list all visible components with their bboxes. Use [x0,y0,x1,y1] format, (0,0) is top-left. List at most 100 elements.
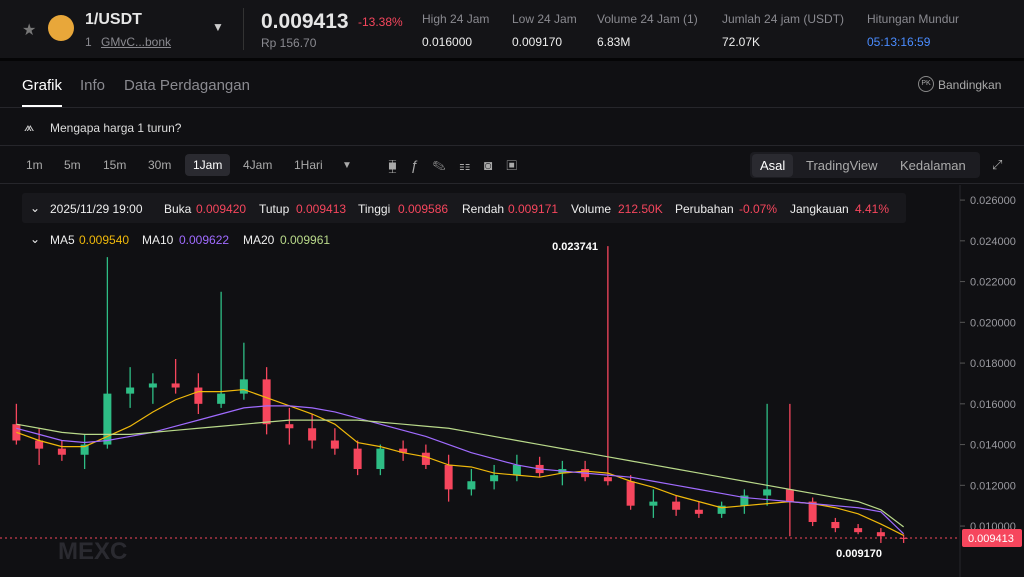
stat-value: 0.009170 [512,35,563,49]
candle-body [785,489,794,502]
fullscreen[interactable]: ⤢ [992,157,1003,172]
why-link[interactable]: Mengapa harga 1 turun? [50,121,182,135]
stat-value: 0.016000 [422,35,473,49]
candle-body [285,424,294,429]
last-price-tag [962,529,1022,548]
ohlc-label: Perubahan [675,202,734,216]
divider [243,8,244,50]
tab-underline [22,105,62,107]
candle-body [899,537,908,539]
candle-body [490,475,499,482]
candle-body [148,383,157,388]
candle-body [672,501,681,510]
ma-value: 0.009961 [280,233,331,247]
candle-body [239,379,248,394]
divider [0,107,1024,108]
ohlc-bg [22,193,906,223]
interval[interactable]: 1m [26,158,43,172]
view-option[interactable]: Kedalaman [900,158,966,173]
stat-label: Volume 24 Jam (1) [597,12,698,26]
tab[interactable]: Grafik [22,77,63,94]
candle-body [217,393,226,404]
interval[interactable]: 1Jam [185,154,231,176]
interval-arrow[interactable]: ▼ [342,160,352,171]
change: -13.38% [358,15,403,29]
ohlc-label: Tinggi [358,202,391,216]
header-bar: ★ 1/USDT 1 GMvC...bonk ▼ 0.009413 -13.38… [0,0,1024,61]
candle-body [740,495,749,506]
ma-name: MA20 [243,233,275,247]
view-option[interactable]: TradingView [806,158,878,173]
ma-line [16,405,905,535]
compare[interactable]: Bandingkan [938,78,1002,92]
interval[interactable]: 15m [103,158,127,172]
candle-body [376,448,385,470]
why-icon: ⩕ [24,119,35,134]
candle-body [262,379,271,425]
ohlc-caret: ⌄ [30,201,41,215]
candle-body [626,481,635,506]
star-icon[interactable]: ★ [22,22,37,39]
candle-body [171,383,180,388]
ohlc-value: 212.50K [618,202,663,216]
interval[interactable]: 4Jam [243,158,273,172]
view-option[interactable]: Asal [752,154,794,177]
ma-line [16,419,904,528]
y-tick-label: 0.026000 [970,195,1016,207]
tab[interactable]: Data Perdagangan [124,77,250,94]
interval[interactable]: 5m [64,158,81,172]
y-tick-label: 0.022000 [970,277,1016,289]
y-tick-label: 0.020000 [970,317,1016,329]
candle-body [126,387,135,394]
ma-name: MA10 [142,233,174,247]
dropdown[interactable]: ▼ [212,20,224,34]
candle-body [330,440,339,449]
ohlc-label: Volume [571,202,612,216]
stat-value: 6.83M [597,35,631,49]
ohlc-label: Tutup [259,202,290,216]
toolbar-icons[interactable]: ⧯ƒ✎☷◙▣ [388,157,532,173]
candle-body [308,428,317,441]
pair: 1/USDT [85,11,142,28]
interval[interactable]: 1Hari [294,158,323,172]
price: 0.009413 [261,10,349,33]
candle-body [194,387,203,404]
candle-body [694,509,703,514]
divider [0,145,1024,146]
candle-body [808,501,817,522]
contract[interactable]: GMvC...bonk [101,35,172,49]
candle-body [444,464,453,490]
y-tick-label: 0.012000 [970,480,1016,492]
interval[interactable]: 30m [148,158,172,172]
candle-body [763,489,772,496]
candle-body [57,448,66,455]
ohlc-date: 2025/11/29 19:00 [50,202,143,216]
ohlc-value: 0.009413 [296,202,347,216]
candle-body [35,440,44,449]
stat-label: Low 24 Jam [512,12,577,26]
stat-value: 72.07K [722,35,761,49]
candle-body [467,481,476,490]
y-tick-label: 0.014000 [970,440,1016,452]
candle-body [603,477,612,482]
last-price-label: 0.009413 [968,533,1014,545]
ohlc-label: Jangkauan [790,202,849,216]
ohlc-label: Buka [164,202,192,216]
rank: 1 [85,35,92,49]
ohlc-value: 0.009171 [508,202,559,216]
candle-body [854,528,863,533]
compare-icon: PK [918,76,934,92]
candle-body [80,444,89,455]
candle-body [103,393,112,445]
annotation: 0.009170 [836,548,882,560]
divider [0,183,1024,184]
stat-value: 05:13:16:59 [867,35,931,49]
ma-value: 0.009540 [79,233,130,247]
price-idr: Rp 156.70 [261,36,317,50]
candle-body [649,501,658,506]
y-tick-label: 0.016000 [970,399,1016,411]
candle-body [353,448,362,470]
ohlc-label: Rendah [462,202,505,216]
tab[interactable]: Info [80,77,106,94]
